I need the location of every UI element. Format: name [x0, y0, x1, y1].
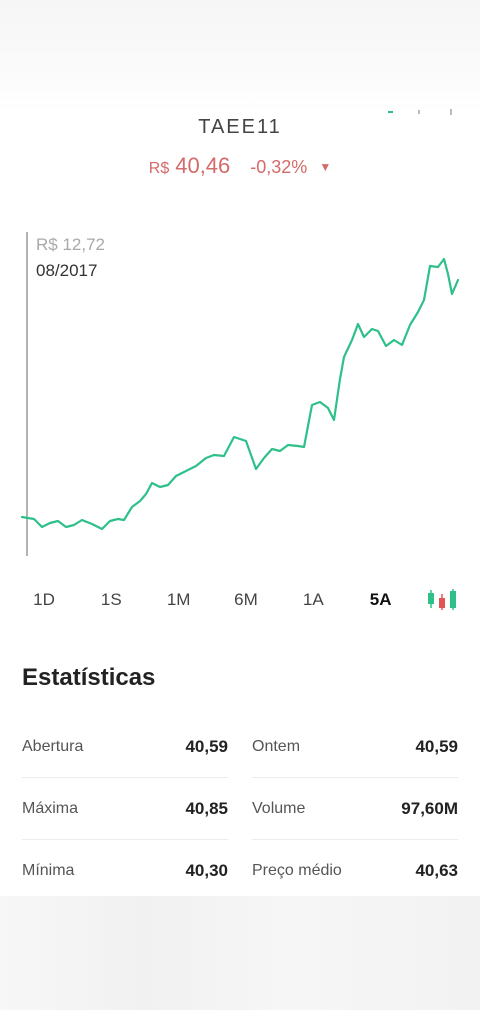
current-price: 40,46 [175, 153, 231, 178]
ticker-symbol: TAEE11 [198, 116, 282, 138]
range-1s[interactable]: 1S [100, 590, 122, 609]
cropped-header-marks [388, 109, 452, 115]
stat-label: Preço médio [252, 862, 342, 879]
stat-value: 97,60M [401, 798, 458, 818]
top-blurred-area [0, 0, 480, 112]
stat-value: 40,59 [415, 736, 458, 756]
stat-label: Ontem [252, 737, 301, 755]
stat-value: 40,85 [185, 798, 228, 818]
hover-date: 08/2017 [36, 261, 98, 280]
stat-value: 40,63 [415, 861, 458, 880]
price-change: -0,32% [250, 157, 308, 177]
stat-opening: Abertura 40,59 [22, 716, 228, 778]
stat-yesterday: Ontem 40,59 [252, 716, 458, 778]
stat-value: 40,30 [185, 861, 228, 880]
range-5a[interactable]: 5A [369, 590, 392, 609]
range-selector: 1D 1S 1M 6M 1A 5A [22, 587, 462, 613]
stats-row: Mínima 40,30 Preço médio 40,63 [22, 840, 458, 902]
range-1a[interactable]: 1A [302, 590, 324, 609]
stats-title: Estatísticas [22, 664, 156, 691]
range-1d[interactable]: 1D [33, 590, 55, 609]
stat-average-price: Preço médio 40,63 [252, 840, 458, 902]
price-line [20, 257, 460, 531]
stat-label: Volume [252, 799, 306, 817]
stat-label: Mínima [22, 862, 75, 879]
stat-label: Máxima [22, 799, 79, 817]
stats-row: Abertura 40,59 Ontem 40,59 [22, 716, 458, 778]
bottom-blurred-area [0, 896, 480, 1010]
range-6m[interactable]: 6M [234, 590, 258, 609]
stat-volume: Volume 97,60M [252, 778, 458, 840]
range-1m[interactable]: 1M [166, 590, 191, 609]
stats-row: Máxima 40,85 Volume 97,60M [22, 778, 458, 840]
stat-max: Máxima 40,85 [22, 778, 228, 840]
price-row: R$ 40,46 -0,32% ▼ [0, 153, 480, 183]
stats-table: Abertura 40,59 Ontem 40,59 Máxima 40,85 … [22, 716, 458, 902]
triangle-down-icon: ▼ [319, 160, 332, 174]
candlestick-chart-icon[interactable] [426, 588, 462, 612]
stat-label: Abertura [22, 737, 84, 755]
currency-label: R$ [148, 160, 170, 177]
stat-min: Mínima 40,30 [22, 840, 228, 902]
stat-value: 40,59 [185, 736, 228, 756]
price-chart[interactable] [0, 220, 480, 570]
hover-price: R$ 12,72 [36, 235, 105, 254]
